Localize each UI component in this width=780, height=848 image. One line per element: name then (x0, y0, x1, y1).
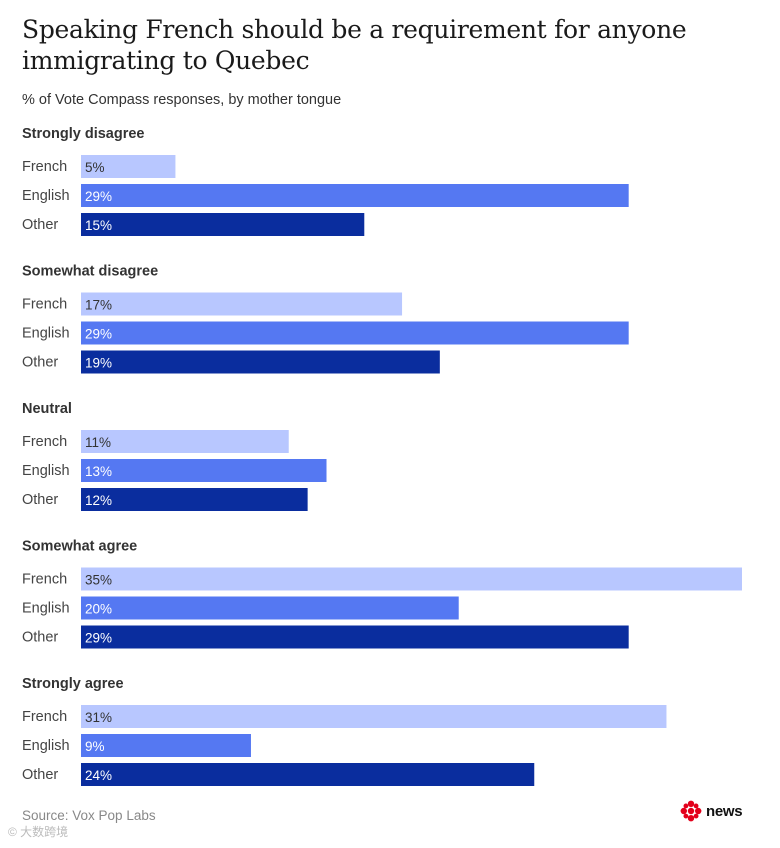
row-label-english: English (22, 463, 70, 479)
row-label-french: French (22, 159, 67, 175)
bar-value-label: 13% (85, 464, 112, 479)
bar-value-label: 20% (85, 602, 112, 617)
bar-value-label: 29% (85, 327, 112, 342)
row-label-english: English (22, 738, 70, 754)
row-label-other: Other (22, 767, 58, 783)
bar-english (81, 734, 251, 757)
bar-other (81, 213, 365, 236)
row-label-french: French (22, 434, 67, 450)
bar-value-label: 29% (85, 631, 112, 646)
group-label: Strongly disagree (22, 126, 144, 142)
group-label: Strongly agree (22, 676, 124, 692)
row-label-french: French (22, 709, 67, 725)
row-label-french: French (22, 297, 67, 313)
bar-other (81, 625, 629, 649)
chart-title: Speaking French should be a requirement … (22, 15, 687, 75)
watermark: © 大数跨境 (8, 825, 69, 839)
bar-english (81, 459, 327, 482)
cbc-news-logo: news (680, 800, 743, 822)
bar-french (81, 155, 176, 178)
bar-other (81, 350, 440, 374)
bar-other (81, 488, 308, 511)
bar-value-label: 24% (85, 768, 112, 783)
group-label: Somewhat agree (22, 539, 137, 555)
row-label-other: Other (22, 492, 58, 508)
bar-value-label: 19% (85, 356, 112, 371)
source-note: Source: Vox Pop Labs (22, 808, 156, 823)
row-label-english: English (22, 326, 70, 342)
bar-value-label: 15% (85, 218, 112, 233)
row-label-english: English (22, 188, 70, 204)
bar-english (81, 596, 459, 620)
row-label-other: Other (22, 355, 58, 371)
bar-value-label: 17% (85, 298, 112, 313)
bar-english (81, 184, 629, 207)
bar-french (81, 567, 742, 591)
row-label-other: Other (22, 630, 58, 646)
row-label-french: French (22, 572, 67, 588)
bar-other (81, 763, 535, 786)
logo-text: news (706, 802, 743, 820)
bar-french (81, 292, 403, 316)
bar-english (81, 321, 629, 345)
bar-value-label: 5% (85, 160, 105, 175)
bar-value-label: 12% (85, 493, 112, 508)
group-label: Somewhat disagree (22, 264, 158, 280)
bar-value-label: 9% (85, 739, 105, 754)
row-label-english: English (22, 601, 70, 617)
chart-subtitle: % of Vote Compass responses, by mother t… (22, 92, 342, 108)
bar-value-label: 29% (85, 189, 112, 204)
bar-value-label: 31% (85, 710, 112, 725)
bar-french (81, 430, 289, 453)
bar-chart: Strongly disagree French 5% English 29% Other… (22, 126, 742, 786)
bar-value-label: 11% (85, 435, 111, 450)
row-label-other: Other (22, 217, 58, 233)
group-label: Neutral (22, 401, 72, 417)
bar-french (81, 705, 667, 728)
bar-value-label: 35% (85, 573, 112, 588)
cbc-gem-icon (680, 800, 702, 822)
